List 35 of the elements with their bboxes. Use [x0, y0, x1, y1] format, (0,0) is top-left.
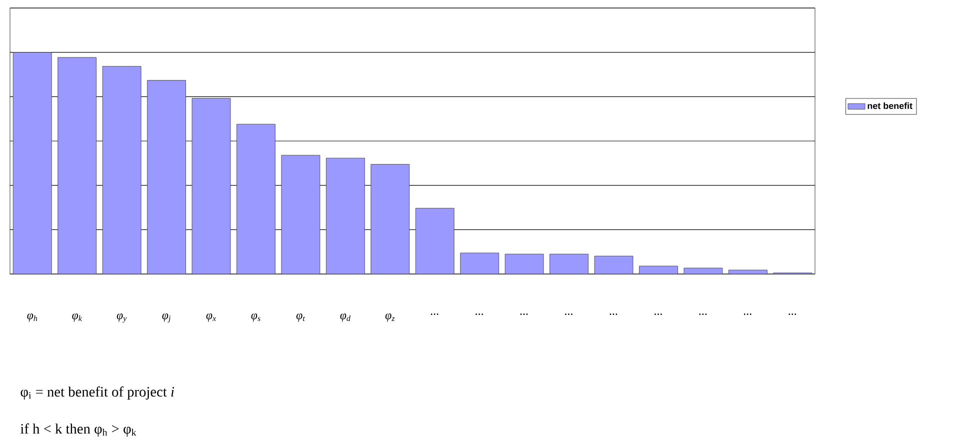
bar [147, 80, 186, 274]
x-tick-label: ... [654, 314, 662, 315]
text: φ$_{i}$ = net benefit of project i [20, 386, 174, 400]
x-tick-label: ... [520, 314, 528, 315]
bar [550, 254, 588, 274]
x-tick-label: ... [476, 314, 483, 315]
x-tick-label: φ$_{t}$ [296, 314, 306, 322]
legend-label: net benefit [868, 102, 912, 110]
x-tick-label: φ$_{d}$ [340, 314, 350, 322]
bar [594, 256, 634, 274]
x-tick-label: φ$_{j}$ [162, 314, 170, 323]
bar [102, 66, 142, 274]
x-tick-label: ... [430, 314, 438, 315]
x-tick-label: ... [788, 314, 796, 315]
bar [236, 124, 276, 274]
bar [415, 208, 454, 274]
bar [460, 252, 500, 274]
x-tick-label: φ$_{s}$ [251, 314, 260, 322]
x-tick-label: ... [744, 314, 752, 315]
bar [12, 52, 52, 274]
bar [504, 254, 544, 274]
bar [58, 57, 97, 274]
x-tick-label: φ$_{k}$ [72, 314, 82, 322]
x-tick-label: ... [565, 314, 572, 315]
bar [326, 158, 365, 274]
x-tick-label: ... [699, 314, 707, 315]
text: if h < k then φ$_{h}$ > φ$_{k}$ [20, 423, 136, 437]
x-tick-label: φ$_{z}$ [385, 314, 395, 322]
bar [281, 154, 320, 274]
x-tick-label: ... [610, 314, 618, 315]
bar [370, 164, 410, 274]
x-tick-label: φ$_{x}$ [206, 314, 216, 322]
x-tick-label: φ$_{y}$ [116, 314, 127, 323]
bar [192, 98, 231, 274]
x-tick-label: φ$_{h}$ [27, 314, 38, 322]
